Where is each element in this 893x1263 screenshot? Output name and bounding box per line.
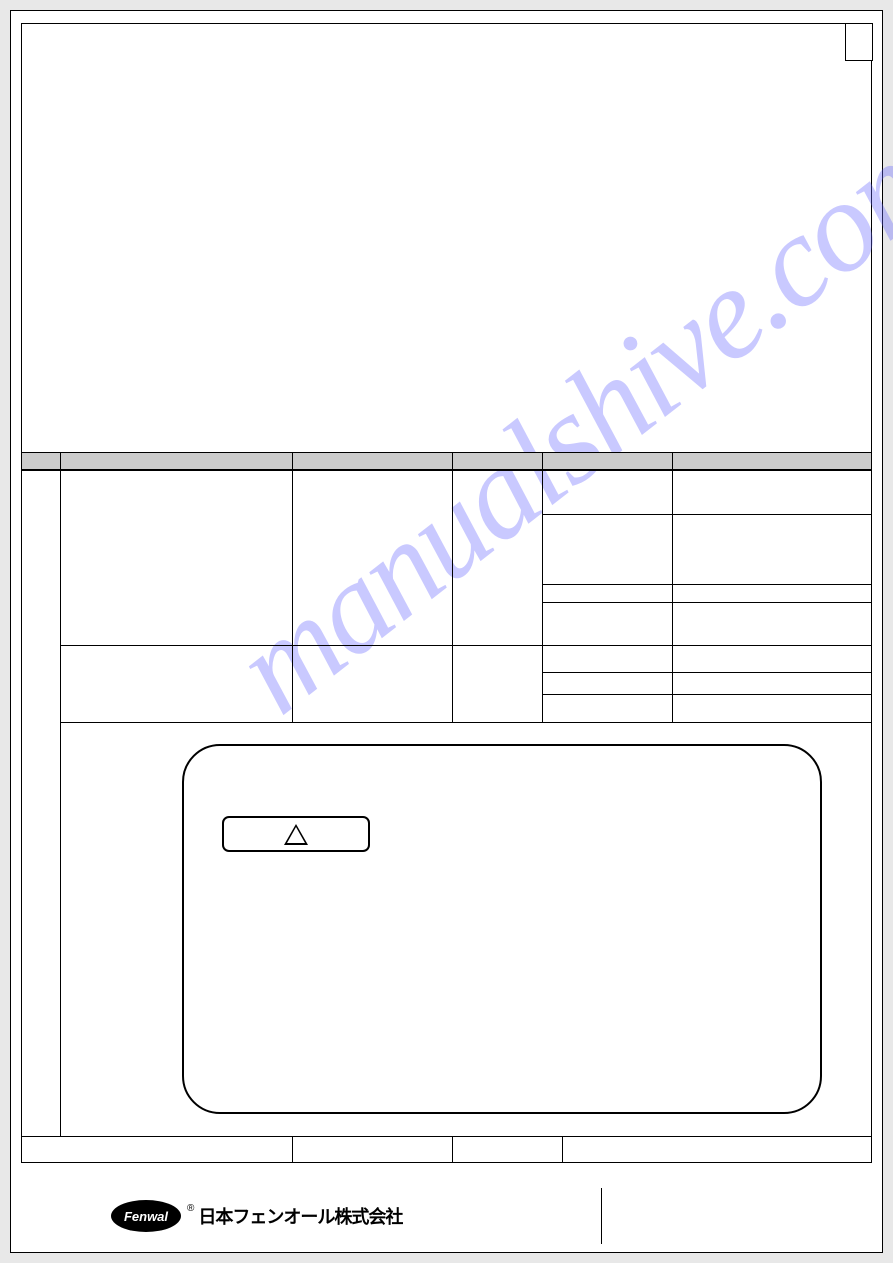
registered-mark: ®	[187, 1203, 194, 1214]
titleblock-col-3	[562, 1136, 563, 1162]
title-block	[22, 1136, 871, 1162]
corner-tab	[845, 23, 873, 61]
footer-logo-area: Fenwal ® 日本フェンオール株式会社	[111, 1200, 832, 1232]
table-header-band	[22, 452, 871, 470]
subrow-1	[542, 514, 871, 515]
table-col-3	[452, 452, 453, 722]
table-col-5	[672, 452, 673, 722]
table-col-4	[542, 452, 543, 722]
subrow-5	[542, 694, 871, 695]
caution-panel: !	[182, 744, 822, 1114]
subrow-4	[542, 672, 871, 673]
caution-label-box: !	[222, 816, 370, 852]
subrow-6	[60, 722, 871, 723]
subrow-3	[542, 602, 871, 603]
warning-exclamation: !	[294, 831, 298, 845]
footer-divider-line	[601, 1188, 602, 1244]
titleblock-col-2	[452, 1136, 453, 1162]
table-row-split	[60, 645, 871, 646]
warning-triangle-icon: !	[284, 824, 308, 845]
subrow-2	[542, 584, 871, 585]
fenwal-badge-icon: Fenwal	[111, 1200, 181, 1232]
table-col-2	[292, 452, 293, 722]
document-page: manualshive.com !	[10, 10, 883, 1253]
badge-text: Fenwal	[124, 1209, 168, 1224]
table-row-header-bottom	[22, 470, 871, 471]
titleblock-col-1	[292, 1136, 293, 1162]
company-name: 日本フェンオール株式会社	[198, 1203, 402, 1229]
table-col-1	[60, 452, 61, 1136]
drawing-frame: manualshive.com !	[21, 23, 872, 1163]
